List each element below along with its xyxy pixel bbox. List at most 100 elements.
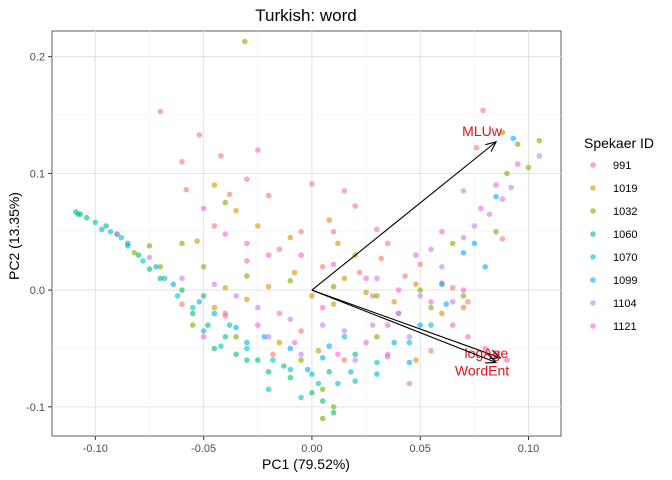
- data-point-1104: [287, 316, 294, 323]
- data-point-1121: [493, 182, 499, 188]
- data-point-1099: [439, 281, 445, 288]
- data-point-1019: [233, 207, 239, 214]
- axes: -0.10 -0.05 0.00 0.05 0.10 -0.1 0.0 0.1 0.2: [26, 52, 539, 455]
- data-point-1121: [319, 304, 326, 311]
- data-point-1032: [525, 164, 532, 171]
- data-point-1099: [304, 366, 311, 373]
- data-point-1104: [460, 188, 467, 194]
- data-point-1032: [131, 250, 138, 256]
- data-point-1070: [287, 366, 294, 373]
- data-point-991: [378, 255, 385, 262]
- data-point-1121: [222, 231, 229, 237]
- data-point-991: [276, 246, 283, 253]
- legend-key-1099: [590, 277, 596, 283]
- data-point-1032: [330, 283, 337, 290]
- vector-arrowhead-logAge: [489, 349, 502, 360]
- data-point-1104: [536, 153, 543, 159]
- data-point-1060: [83, 214, 90, 221]
- data-point-1060: [179, 287, 185, 293]
- legend-key-1019: [590, 185, 596, 191]
- data-point-1104: [265, 334, 272, 340]
- data-point-1070: [218, 343, 224, 349]
- data-point-1121: [413, 252, 419, 258]
- data-point-1099: [460, 250, 467, 256]
- data-point-1060: [254, 357, 261, 363]
- legend-key-1060: [590, 231, 596, 237]
- data-point-1099: [471, 240, 478, 247]
- data-point-1121: [363, 275, 369, 282]
- data-point-1070: [335, 380, 341, 387]
- x-tick-label: -0.05: [191, 443, 216, 455]
- data-point-1060: [146, 266, 153, 272]
- data-point-991: [374, 226, 380, 233]
- data-point-1019: [460, 304, 467, 311]
- data-point-1060: [205, 322, 211, 328]
- data-point-1099: [493, 193, 499, 200]
- data-point-991: [369, 293, 376, 299]
- data-point-1104: [460, 234, 467, 241]
- data-point-1070: [315, 380, 322, 387]
- data-point-1019: [315, 348, 322, 354]
- data-point-1019: [222, 285, 229, 291]
- data-point-1104: [211, 281, 218, 288]
- data-point-1060: [265, 369, 272, 375]
- data-point-1121: [363, 339, 369, 346]
- y-axis-title: PC2 (13.35%): [6, 192, 22, 280]
- y-tick-label: 0.1: [30, 168, 45, 180]
- data-point-1099: [319, 355, 326, 361]
- data-point-1019: [391, 299, 398, 305]
- data-point-991: [356, 269, 363, 276]
- data-point-1121: [276, 310, 283, 317]
- data-point-1060: [200, 293, 207, 299]
- data-point-1070: [352, 378, 359, 384]
- data-point-1104: [254, 304, 261, 311]
- data-point-1032: [233, 334, 239, 340]
- data-point-1019: [211, 304, 218, 311]
- data-point-1019: [330, 301, 337, 307]
- data-point-1032: [222, 199, 229, 206]
- data-point-1104: [374, 275, 380, 282]
- data-point-1032: [536, 137, 543, 144]
- data-point-1060: [211, 345, 218, 352]
- data-point-1104: [449, 299, 456, 305]
- data-point-1032: [179, 240, 185, 247]
- data-point-1099: [406, 359, 413, 366]
- data-point-1070: [309, 371, 315, 377]
- legend-key-1070: [590, 254, 596, 260]
- data-point-991: [265, 192, 272, 199]
- legend-label-1070: 1070: [613, 252, 637, 264]
- data-point-1019: [326, 217, 333, 223]
- data-point-991: [465, 299, 471, 305]
- data-point-1099: [510, 135, 517, 142]
- data-point-1060: [330, 409, 337, 416]
- data-point-1070: [265, 386, 272, 393]
- vector-arrowhead-MLUw: [485, 141, 498, 152]
- data-point-1032: [200, 264, 207, 270]
- data-point-1121: [460, 287, 467, 293]
- data-point-991: [309, 181, 315, 187]
- data-point-1121: [330, 261, 337, 268]
- data-point-1019: [244, 296, 250, 303]
- data-point-1019: [287, 234, 294, 241]
- vector-logAge: [311, 289, 501, 359]
- data-point-1032: [493, 228, 499, 235]
- data-point-1070: [161, 275, 168, 282]
- data-point-991: [449, 285, 456, 291]
- data-point-1104: [439, 264, 445, 270]
- legend-label-991: 991: [613, 160, 631, 172]
- data-point-1099: [348, 369, 354, 375]
- data-point-991: [179, 301, 185, 307]
- data-point-1121: [482, 345, 489, 352]
- data-point-1099: [125, 243, 131, 249]
- data-point-1104: [352, 357, 359, 363]
- data-point-1104: [406, 334, 413, 340]
- data-point-1070: [140, 258, 146, 264]
- data-point-1070: [298, 394, 304, 401]
- data-point-991: [298, 228, 304, 235]
- data-point-1032: [319, 386, 326, 393]
- chart-title: Turkish: word: [255, 6, 356, 25]
- data-point-1121: [384, 322, 391, 328]
- data-point-1032: [330, 404, 337, 410]
- data-point-1032: [146, 243, 153, 249]
